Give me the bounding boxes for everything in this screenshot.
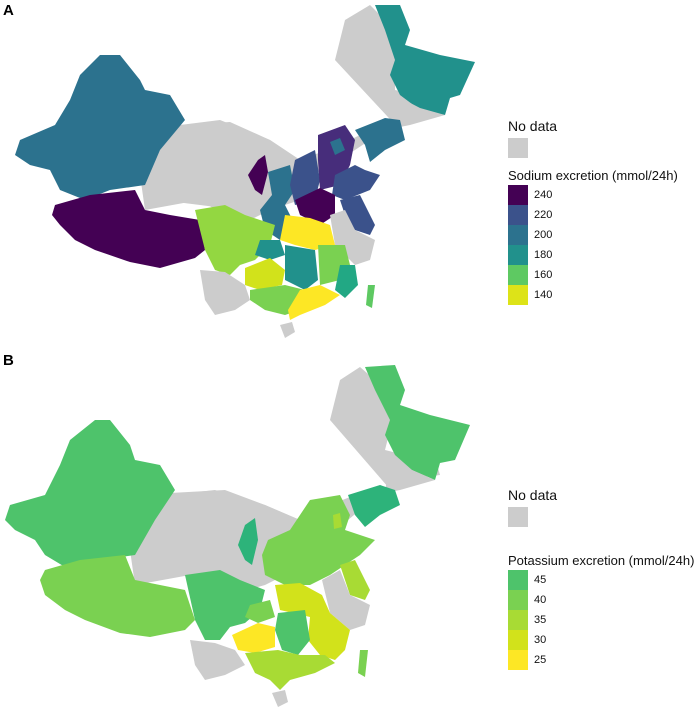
region-sichuan — [195, 205, 275, 275]
region-yunnan — [190, 640, 245, 680]
legend-label: 40 — [534, 594, 547, 606]
region-shandong — [332, 165, 380, 200]
region-guangxi-guangdong — [245, 650, 335, 690]
legend-swatch — [508, 610, 528, 630]
legend-no-data-swatch — [508, 507, 528, 527]
region-beijing — [330, 138, 345, 155]
region-henan — [295, 188, 335, 225]
region-chongqing — [255, 240, 285, 260]
region-beijing — [333, 513, 342, 529]
region-jiangsu — [340, 195, 375, 235]
region-hubei-jiangxi — [275, 583, 350, 660]
panel-b-label: B — [3, 352, 14, 369]
region-guizhou — [245, 258, 285, 290]
region-tibet — [40, 555, 195, 637]
legend-item: 180 — [508, 245, 678, 265]
region-guangdong — [288, 285, 340, 320]
legend-label: 180 — [534, 249, 553, 261]
region-hubei — [280, 215, 335, 250]
legend-swatch — [508, 590, 528, 610]
legend-swatch — [508, 225, 528, 245]
legend-label: 220 — [534, 209, 553, 221]
region-tibet — [52, 190, 205, 268]
legend-no-data-label: No data — [508, 118, 558, 134]
region-xinjiang — [15, 55, 185, 200]
legend-item: 240 — [508, 185, 678, 205]
legend-item: 40 — [508, 590, 694, 610]
legend-title: Potassium excretion (mmol/24h) — [508, 553, 695, 568]
legend-potassium: No data Potassium excretion (mmol/24h) 4… — [508, 487, 694, 670]
legend-label: 240 — [534, 189, 553, 201]
region-jiangsu — [340, 560, 370, 600]
potassium-map — [5, 365, 470, 707]
region-jilin — [395, 95, 445, 128]
legend-swatch — [508, 630, 528, 650]
legend-label: 35 — [534, 614, 547, 626]
legend-swatch — [508, 245, 528, 265]
legend-swatch — [508, 185, 528, 205]
region-liaoning — [355, 118, 405, 162]
region-hunan — [275, 610, 310, 655]
legend-label: 25 — [534, 654, 547, 666]
legend-swatch — [508, 205, 528, 225]
legend-label: 140 — [534, 289, 553, 301]
region-xinjiang — [5, 420, 175, 570]
region-chongqing — [245, 600, 275, 623]
legend-label: 30 — [534, 634, 547, 646]
region-ningxia — [238, 518, 258, 565]
sodium-map — [15, 5, 475, 338]
region-hunan — [285, 245, 318, 290]
region-jilin — [385, 455, 435, 493]
region-anhui-zhejiang — [322, 570, 370, 630]
region-taiwan — [366, 285, 375, 308]
legend-sodium: No data Sodium excretion (mmol/24h) 240 … — [508, 118, 678, 305]
legend-item: 45 — [508, 570, 694, 590]
region-hebei — [318, 125, 355, 190]
region-shanxi — [290, 150, 320, 205]
panel-a-label: A — [3, 2, 14, 19]
region-liaoning — [348, 485, 400, 527]
legend-label: 200 — [534, 229, 553, 241]
legend-item: 35 — [508, 610, 694, 630]
legend-label: 45 — [534, 574, 547, 586]
legend-swatch — [508, 285, 528, 305]
legend-no-data-label: No data — [508, 487, 558, 503]
region-gansu-qinghai — [130, 490, 300, 585]
region-hainan — [280, 322, 295, 338]
region-hainan — [272, 690, 288, 707]
region-guizhou — [232, 623, 275, 653]
legend-no-data-swatch — [508, 138, 528, 158]
legend-item: 30 — [508, 630, 694, 650]
region-heilongjiang — [365, 365, 470, 480]
region-fujian — [335, 265, 358, 298]
legend-label: 160 — [534, 269, 553, 281]
region-yunnan — [200, 270, 250, 315]
legend-title: Sodium excretion (mmol/24h) — [508, 168, 678, 183]
legend-item: 160 — [508, 265, 678, 285]
legend-swatch — [508, 570, 528, 590]
region-taiwan — [358, 650, 368, 677]
region-ningxia — [248, 155, 268, 195]
legend-swatch — [508, 265, 528, 285]
region-heilongjiang — [375, 5, 475, 115]
legend-item: 140 — [508, 285, 678, 305]
legend-item: 25 — [508, 650, 694, 670]
legend-item: 200 — [508, 225, 678, 245]
legend-swatch — [508, 650, 528, 670]
region-north-china — [262, 495, 375, 585]
region-sichuan — [185, 570, 265, 640]
legend-item: 220 — [508, 205, 678, 225]
